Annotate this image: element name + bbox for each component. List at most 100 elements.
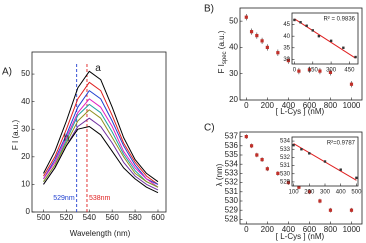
y-tick-label: 533 [280,147,291,153]
y-tick-label: 45 [283,22,290,28]
x-tick-label: 560 [105,213,119,222]
y-tick-label: 530 [280,171,291,177]
y-tick-label: 531 [280,163,291,169]
y-tick-label: 537 [225,132,239,141]
data-point [286,58,290,63]
data-point [300,148,303,151]
spectrum-line [43,70,159,183]
x-tick-label: 500 [37,213,51,222]
data-point [297,69,301,73]
x-tick-label: 300 [320,190,331,196]
y-tick-label: 529 [225,205,239,214]
peak-label: 529nm [53,195,75,202]
panel-label: B) [204,4,214,15]
curve-label: a [95,63,101,74]
y-tick-label: 534 [280,139,291,145]
x-tick-label: 450 [344,68,355,74]
data-point [354,55,357,59]
x-tick-label: 400 [282,101,296,110]
x-tick-label: 1000 [343,225,361,234]
x-tick-label: 150 [308,68,319,74]
x-axis-label: Wavelength (nm) [70,229,131,238]
y-tick-label: 35 [283,45,290,51]
spectrum-line [43,109,159,188]
x-tick-label: 600 [151,213,165,222]
y-tick-label: 0 [26,207,31,216]
data-point [244,135,248,139]
data-point [318,69,322,73]
plot-frame [31,51,167,213]
spectrum-line [43,90,159,185]
spectrum-line [43,126,159,194]
peak-label: 538nm [89,195,111,202]
data-point [244,15,248,19]
data-point [339,168,342,171]
x-tick-label: 400 [282,225,296,234]
y-tick-label: 40 [229,43,238,52]
data-point [311,29,314,32]
y-tick-label: 30 [229,69,238,78]
data-point [255,153,259,157]
x-tick-label: 200 [261,101,275,110]
data-point [349,82,354,86]
spectrum-line [43,98,159,188]
y-axis-label: λ (nm) [215,163,224,186]
data-point [249,30,254,34]
data-point [276,171,280,175]
data-point [328,208,333,212]
y-label-main: F I [217,64,226,73]
y-tick-label: 40 [21,97,30,106]
y-tick-label: 20 [229,95,238,104]
data-point [265,167,269,171]
x-tick-label: 200 [304,190,315,196]
data-point [299,21,302,24]
x-tick-label: 100 [289,190,300,196]
data-point [342,46,345,49]
spectrum-line [43,103,159,188]
panel-label: C) [204,123,215,134]
y-tick-label: 528 [225,215,239,224]
x-tick-label: 0 [244,101,249,110]
x-tick-label: 0 [293,68,297,74]
data-point [249,144,254,148]
y-tick-label: 532 [280,155,291,161]
data-point [293,18,296,22]
y-tick-label: 536 [225,141,239,150]
y-tick-label: 533 [225,169,239,178]
fit-line [294,18,356,59]
y-tick-label: 529 [280,179,291,185]
data-point [355,176,358,180]
y-axis-label: F Ispec (a.u.) [217,30,227,73]
r-squared: R² = 0.9836 [323,17,355,23]
data-point [323,160,327,163]
x-tick-label: 580 [128,213,142,222]
y-tick-label: 50 [229,16,238,25]
spectrum-line [43,81,159,185]
data-point [328,70,333,74]
y-tick-label: 20 [21,152,30,161]
y-tick-label: 30 [21,124,30,133]
x-tick-label: 300 [326,68,337,74]
data-point [307,68,312,72]
data-point [255,34,259,38]
curve-label: h [64,133,70,144]
x-tick-label: 520 [60,213,74,222]
y-tick-label: 40 [283,34,290,40]
y-tick-label: 535 [225,150,239,159]
data-point [292,143,295,147]
data-point [349,208,354,212]
data-point [260,158,264,162]
panel-label: A) [2,67,12,78]
y-label-sub: spec [222,51,228,64]
data-point [276,51,280,55]
y-label-unit: (a.u.) [217,30,226,51]
data-point [305,24,308,27]
y-tick-label: 50 [21,69,30,78]
x-tick-label: 600 [303,101,317,110]
y-axis-label: F I (a.u.) [11,120,20,151]
y-tick-label: 10 [21,180,30,189]
data-point [260,39,264,43]
data-point [317,34,321,38]
y-tick-label: 534 [225,159,239,168]
